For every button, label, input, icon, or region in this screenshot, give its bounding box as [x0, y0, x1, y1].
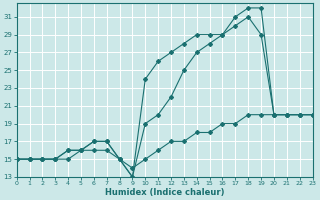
X-axis label: Humidex (Indice chaleur): Humidex (Indice chaleur) [105, 188, 224, 197]
